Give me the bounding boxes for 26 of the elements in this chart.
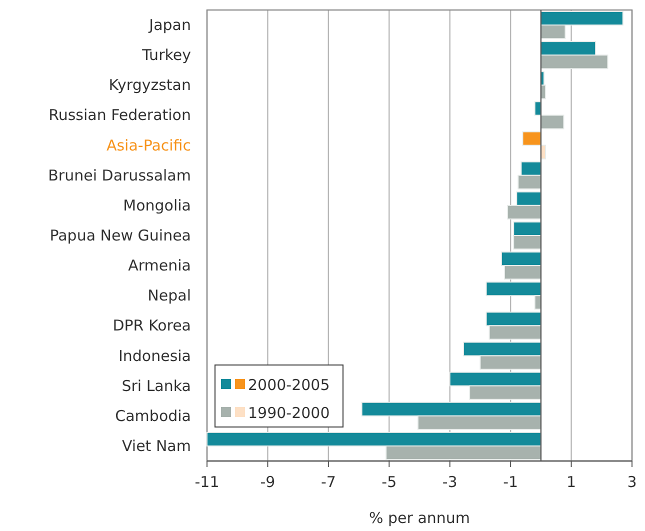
x-tick-label: -11 — [194, 473, 220, 491]
y-tick-label: Asia-Pacific — [106, 136, 191, 154]
x-tick-label: 3 — [627, 473, 637, 491]
x-tick-label: 1 — [566, 473, 576, 491]
y-tick-label: Japan — [148, 16, 191, 34]
y-tick-label: Indonesia — [118, 346, 191, 365]
x-tick-label: -7 — [320, 473, 336, 491]
y-tick-label: Brunei Darussalam — [48, 166, 191, 184]
y-tick-label: Nepal — [148, 286, 191, 305]
y-tick-label: Viet Nam — [122, 436, 191, 455]
x-tick-label: -1 — [503, 473, 518, 491]
y-tick-label: DPR Korea — [112, 316, 191, 335]
x-axis-title: % per annum — [368, 509, 470, 527]
legend-label: 2000-2005 — [248, 376, 330, 394]
y-tick-label: Papua New Guinea — [50, 226, 191, 244]
x-tick-label: -9 — [260, 473, 276, 491]
y-tick-label: Turkey — [141, 46, 192, 64]
y-tick-label: Armenia — [128, 256, 191, 275]
x-tick-label: -5 — [382, 473, 397, 491]
y-tick-label: Mongolia — [123, 196, 191, 214]
y-tick-label: Cambodia — [115, 406, 191, 425]
x-tick-label: -3 — [442, 473, 458, 491]
y-tick-label: Russian Federation — [48, 106, 191, 124]
y-tick-label: Sri Lanka — [122, 376, 191, 395]
legend-label: 1990-2000 — [248, 404, 330, 422]
y-tick-label: Kyrgyzstan — [108, 76, 191, 94]
